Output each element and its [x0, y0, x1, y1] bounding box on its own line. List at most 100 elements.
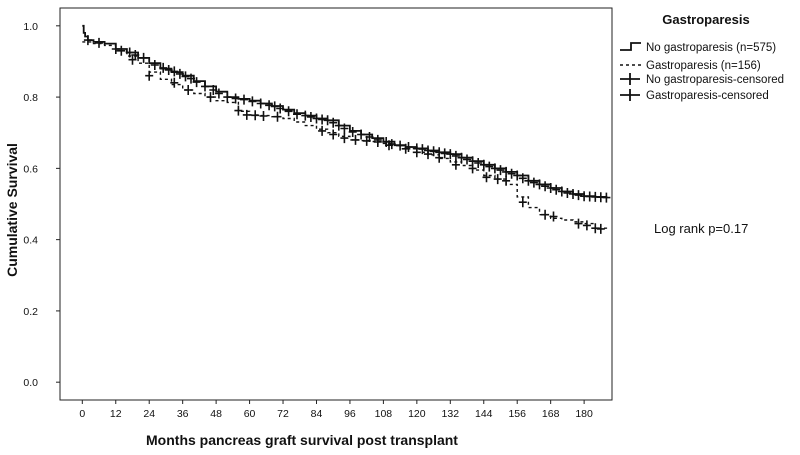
x-tick-label: 168	[542, 408, 560, 420]
censor-mark-no-gastroparesis	[270, 101, 279, 112]
legend-entry: No gastroparesis-censored	[620, 73, 784, 86]
y-axis-title: Cumulative Survival	[4, 143, 20, 277]
censor-mark-no-gastroparesis	[209, 85, 218, 95]
censor-mark-no-gastroparesis	[546, 183, 555, 193]
y-tick-label: 1.0	[23, 21, 38, 33]
censor-mark-no-gastroparesis	[284, 106, 293, 117]
legend: Gastroparesis No gastroparesis (n=575) Ga…	[620, 12, 784, 102]
legend-entry: Gastroparesis-censored	[620, 89, 769, 102]
y-tick-label: 0.0	[23, 377, 38, 389]
censor-mark-no-gastroparesis	[256, 98, 265, 109]
censor-mark-no-gastroparesis	[95, 37, 103, 48]
censor-mark-no-gastroparesis	[265, 100, 274, 111]
x-tick-label: 156	[508, 408, 526, 420]
censor-mark-no-gastroparesis	[175, 68, 184, 79]
censor-mark-gastroparesis	[206, 92, 215, 103]
censor-mark-no-gastroparesis	[574, 190, 583, 201]
y-tick-label: 0.8	[23, 92, 38, 104]
censor-mark-gastroparesis	[493, 174, 502, 185]
censor-mark-gastroparesis	[251, 110, 260, 121]
x-tick-label: 72	[277, 408, 289, 420]
censor-mark-no-gastroparesis	[181, 71, 190, 82]
censor-mark-no-gastroparesis	[348, 127, 357, 137]
censor-mark-no-gastroparesis	[248, 96, 257, 107]
censor-mark-no-gastroparesis	[323, 115, 332, 126]
x-tick-label: 48	[210, 408, 222, 420]
censor-mark-no-gastroparesis	[357, 129, 366, 140]
censor-mark-gastroparesis	[424, 149, 432, 160]
censor-mark-gastroparesis	[329, 129, 338, 140]
censor-mark-no-gastroparesis	[83, 35, 92, 46]
censor-mark-no-gastroparesis	[569, 189, 577, 199]
censor-mark-gastroparesis	[362, 135, 371, 146]
x-tick-label: 24	[143, 408, 155, 420]
censor-mark-no-gastroparesis	[240, 94, 248, 105]
x-tick-label: 0	[79, 408, 85, 420]
y-tick-label: 0.2	[23, 306, 38, 318]
censor-mark-no-gastroparesis	[117, 45, 126, 56]
censor-mark-gastroparesis	[373, 137, 382, 147]
legend-label: Gastroparesis (n=156)	[646, 60, 761, 72]
censor-mark-gastroparesis	[596, 223, 605, 234]
censor-mark-no-gastroparesis	[429, 146, 438, 157]
censor-mark-no-gastroparesis	[496, 165, 505, 176]
censor-mark-gastroparesis	[234, 105, 243, 116]
censor-mark-no-gastroparesis	[231, 93, 240, 104]
censor-mark-no-gastroparesis	[524, 175, 533, 186]
censor-mark-gastroparesis	[145, 70, 154, 81]
censor-mark-gastroparesis	[451, 159, 460, 170]
censor-mark-no-gastroparesis	[159, 62, 168, 73]
legend-items: No gastroparesis (n=575) Gastroparesis (n…	[620, 42, 784, 102]
legend-entry: Gastroparesis (n=156)	[620, 60, 761, 72]
legend-entry: No gastroparesis (n=575)	[620, 42, 776, 54]
legend-label: Gastroparesis-censored	[646, 90, 769, 102]
legend-symbol-solid	[620, 42, 641, 51]
censor-mark-no-gastroparesis	[170, 66, 179, 77]
censor-mark-no-gastroparesis	[306, 112, 315, 122]
y-tick-label: 0.6	[23, 163, 38, 175]
x-tick-label: 144	[475, 408, 493, 420]
censor-mark-no-gastroparesis	[111, 44, 120, 54]
censor-mark-no-gastroparesis	[312, 113, 321, 124]
censor-mark-no-gastroparesis	[187, 73, 195, 84]
censor-mark-no-gastroparesis	[457, 152, 466, 163]
censor-mark-no-gastroparesis	[396, 140, 405, 151]
x-tick-label: 132	[442, 408, 460, 420]
censor-mark-gastroparesis	[541, 209, 550, 220]
censor-mark-no-gastroparesis	[329, 117, 338, 128]
censor-mark-no-gastroparesis	[418, 144, 427, 155]
censor-mark-gastroparesis	[435, 152, 444, 163]
censor-mark-no-gastroparesis	[513, 170, 522, 181]
legend-title: Gastroparesis	[662, 12, 749, 27]
censor-mark-no-gastroparesis	[293, 109, 301, 120]
censor-mark-no-gastroparesis	[125, 47, 134, 58]
censor-mark-no-gastroparesis	[150, 60, 159, 70]
log-rank-annotation: Log rank p=0.17	[654, 221, 748, 236]
x-tick-label: 108	[375, 408, 393, 420]
censor-mark-no-gastroparesis	[214, 88, 223, 99]
censor-mark-no-gastroparesis	[485, 161, 494, 172]
censor-mark-gastroparesis	[582, 220, 591, 231]
legend-symbol-plus	[620, 89, 640, 101]
censor-mark-no-gastroparesis	[529, 177, 538, 188]
censor-mark-no-gastroparesis	[276, 103, 285, 114]
censor-marks	[83, 35, 611, 234]
censor-mark-gastroparesis	[340, 133, 349, 144]
censor-mark-no-gastroparesis	[541, 181, 550, 192]
censor-mark-gastroparesis	[184, 85, 193, 95]
censor-mark-no-gastroparesis	[223, 92, 232, 103]
legend-label: No gastroparesis-censored	[646, 74, 784, 86]
censor-mark-no-gastroparesis	[518, 173, 527, 184]
censor-mark-no-gastroparesis	[201, 81, 209, 92]
censor-mark-no-gastroparesis	[451, 150, 460, 161]
censor-mark-no-gastroparesis	[192, 77, 201, 88]
legend-label: No gastroparesis (n=575)	[646, 42, 776, 54]
censor-mark-no-gastroparesis	[557, 186, 566, 197]
x-tick-label: 12	[110, 408, 122, 420]
censor-mark-no-gastroparesis	[340, 123, 349, 134]
censor-mark-gastroparesis	[412, 147, 421, 158]
censor-mark-no-gastroparesis	[602, 192, 611, 203]
y-tick-label: 0.4	[23, 235, 38, 247]
censor-mark-gastroparesis	[482, 172, 491, 183]
censor-mark-no-gastroparesis	[535, 179, 544, 190]
